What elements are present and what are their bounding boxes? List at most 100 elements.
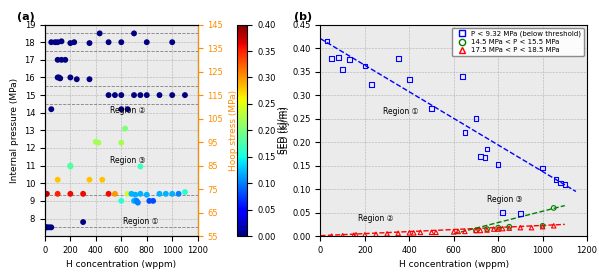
Point [538,225,547,229]
Point [404,231,414,235]
Legend: P < 9.32 MPa (below threshold), 14.5 MPa < P < 15.5 MPa, 17.5 MPa < P < 18.5 MPa: P < 9.32 MPa (below threshold), 14.5 MPa… [452,28,583,56]
Point [129,93,139,97]
Point [482,147,492,151]
Point [460,229,470,234]
Point [66,75,75,80]
Point [494,162,503,167]
Point [117,199,126,203]
Point [50,40,60,44]
Point [494,227,503,231]
Point [538,166,547,170]
Point [66,164,75,168]
Point [42,192,52,196]
Text: Region ②: Region ② [358,214,394,223]
Point [527,225,536,230]
Point [53,40,62,44]
Point [104,93,113,97]
Point [449,230,459,234]
Point [360,233,370,237]
Point [416,230,425,235]
Point [44,225,54,230]
Point [144,199,154,203]
Point [54,75,63,80]
Point [471,228,481,233]
Point [53,192,62,196]
Point [431,230,441,235]
Point [84,41,94,45]
Point [476,154,485,158]
Text: Region ②: Region ② [110,106,146,115]
Point [53,177,62,182]
Point [382,232,392,236]
Point [91,140,101,144]
Point [504,226,514,230]
Point [69,40,79,44]
Point [327,234,337,238]
Point [123,107,132,111]
Point [78,192,88,196]
Point [426,106,436,111]
Point [110,192,120,196]
X-axis label: H concentration (wppm): H concentration (wppm) [399,260,509,269]
Point [351,233,361,237]
Point [482,228,492,232]
Point [155,93,164,97]
Point [120,126,130,131]
Point [394,231,403,236]
Point [180,93,190,97]
Text: (a): (a) [17,13,35,22]
Point [95,31,104,35]
Point [41,225,50,230]
Y-axis label: SED (kJ/m): SED (kJ/m) [281,106,290,154]
Point [371,232,381,236]
Point [489,227,498,231]
Point [409,231,419,235]
Text: Region ①: Region ① [383,107,418,116]
Point [155,192,164,196]
Point [117,107,126,111]
Point [135,93,145,97]
Point [494,225,503,230]
Point [47,107,56,111]
Point [142,192,152,197]
Point [110,93,120,97]
Point [41,192,50,196]
Point [60,58,70,62]
Point [161,192,171,196]
Point [498,210,507,215]
Point [72,77,81,81]
Point [404,78,414,82]
Point [127,192,137,196]
Point [129,31,139,35]
Point [142,40,152,44]
Point [482,227,492,231]
Point [480,155,489,160]
Point [149,199,158,203]
Y-axis label: Internal pressure (MPa): Internal pressure (MPa) [10,78,19,183]
Point [174,192,183,196]
Point [47,225,56,230]
Point [57,58,66,62]
Point [360,64,370,68]
Point [458,74,467,78]
Point [66,192,75,196]
Point [504,225,514,229]
Point [55,76,65,81]
Point [476,228,485,233]
Point [560,182,570,187]
Point [84,177,94,182]
Point [322,39,332,43]
Point [84,77,94,81]
Point [142,93,152,97]
Point [556,181,565,185]
Point [98,177,107,182]
Point [327,56,337,61]
Text: (b): (b) [294,13,312,22]
Point [538,224,547,228]
Point [104,192,113,196]
Point [66,164,75,169]
Point [549,224,558,228]
Point [123,192,132,196]
Point [104,40,113,44]
Y-axis label: SED (kJ/m): SED (kJ/m) [278,106,287,154]
